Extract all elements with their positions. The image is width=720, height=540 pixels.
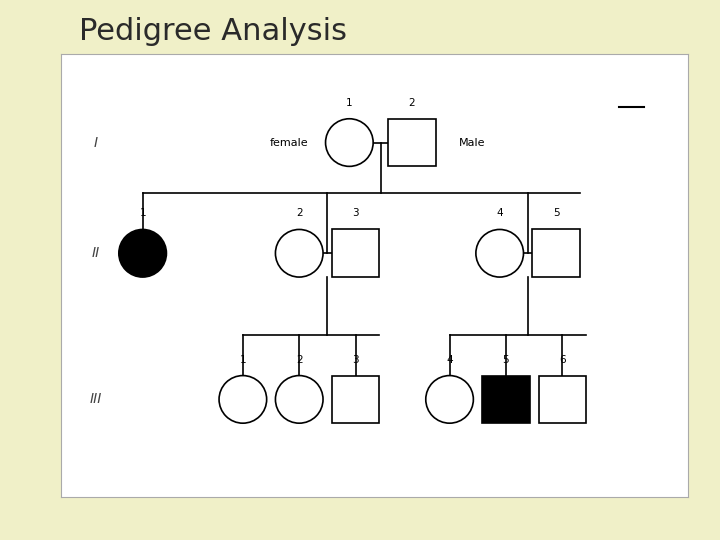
Text: 3: 3	[352, 208, 359, 218]
Bar	[539, 376, 586, 423]
Text: 1: 1	[139, 208, 146, 218]
Text: I: I	[94, 136, 98, 150]
Text: 5: 5	[503, 355, 509, 365]
Text: 6: 6	[559, 355, 566, 365]
Text: 4: 4	[496, 208, 503, 218]
Ellipse shape	[276, 230, 323, 277]
Ellipse shape	[426, 376, 473, 423]
Text: female: female	[270, 138, 309, 147]
Text: Pedigree Analysis: Pedigree Analysis	[79, 17, 347, 46]
Text: 2: 2	[409, 98, 415, 107]
Ellipse shape	[276, 376, 323, 423]
Bar	[482, 376, 530, 423]
Bar	[332, 376, 379, 423]
Text: Male: Male	[459, 138, 485, 147]
Text: 1: 1	[346, 98, 353, 107]
Text: 5: 5	[553, 208, 559, 218]
Text: 2: 2	[296, 355, 302, 365]
Ellipse shape	[476, 230, 523, 277]
Ellipse shape	[325, 119, 373, 166]
Text: 4: 4	[446, 355, 453, 365]
Text: 1: 1	[240, 355, 246, 365]
Text: II: II	[91, 246, 100, 260]
Ellipse shape	[219, 376, 266, 423]
Text: 2: 2	[296, 208, 302, 218]
Text: III: III	[89, 393, 102, 407]
Text: 3: 3	[352, 355, 359, 365]
Bar	[332, 230, 379, 277]
Bar	[388, 119, 436, 166]
Bar	[532, 230, 580, 277]
Ellipse shape	[119, 230, 166, 277]
